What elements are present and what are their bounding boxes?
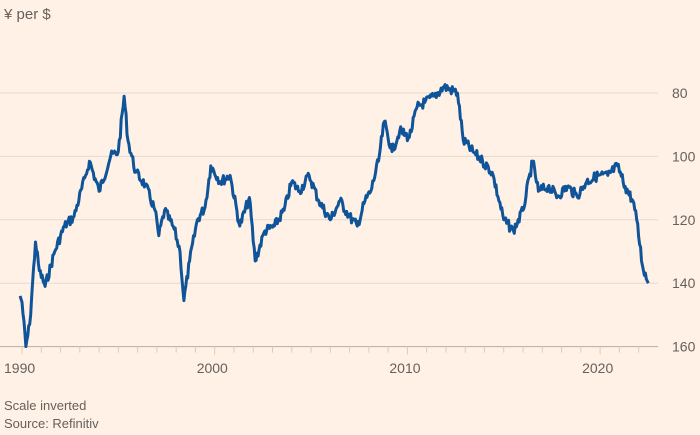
- x-tick-label: 2000: [197, 360, 228, 376]
- y-tick-label: 120: [672, 212, 696, 228]
- y-tick-label: 160: [672, 339, 696, 355]
- y-tick-label: 140: [672, 275, 696, 291]
- series-line-yen-per-dollar: [18, 83, 650, 349]
- x-tick-label: 1990: [4, 360, 35, 376]
- source-note: Source: Refinitiv: [4, 416, 99, 431]
- y-tick-label: 100: [672, 148, 696, 164]
- x-tick-label: 2010: [389, 360, 420, 376]
- x-tick-label: 2020: [582, 360, 613, 376]
- y-tick-label: 80: [672, 85, 688, 101]
- y-axis-unit-label: ¥ per $: [4, 6, 51, 23]
- scale-note: Scale inverted: [4, 398, 87, 413]
